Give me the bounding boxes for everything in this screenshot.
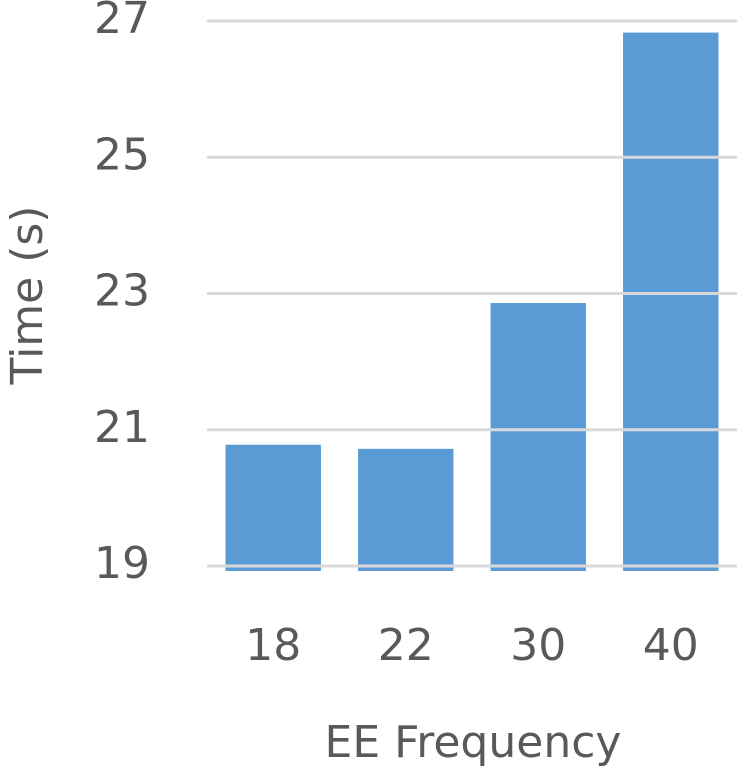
x-tick-label: 40 [643, 620, 699, 671]
bar [623, 32, 719, 572]
bar [490, 303, 586, 571]
x-tick-label: 30 [510, 620, 566, 671]
x-axis-title: EE Frequency [325, 717, 622, 768]
y-tick-label: 27 [94, 0, 150, 44]
bar [225, 444, 321, 571]
bar [358, 448, 454, 571]
x-tick-label: 18 [245, 620, 301, 671]
y-tick-label: 19 [94, 538, 150, 589]
y-axis-title: Time (s) [2, 206, 53, 386]
y-tick-label: 23 [94, 266, 150, 317]
y-tick-label: 21 [94, 402, 150, 453]
y-tick-label: 25 [94, 129, 150, 180]
x-tick-label: 22 [378, 620, 434, 671]
